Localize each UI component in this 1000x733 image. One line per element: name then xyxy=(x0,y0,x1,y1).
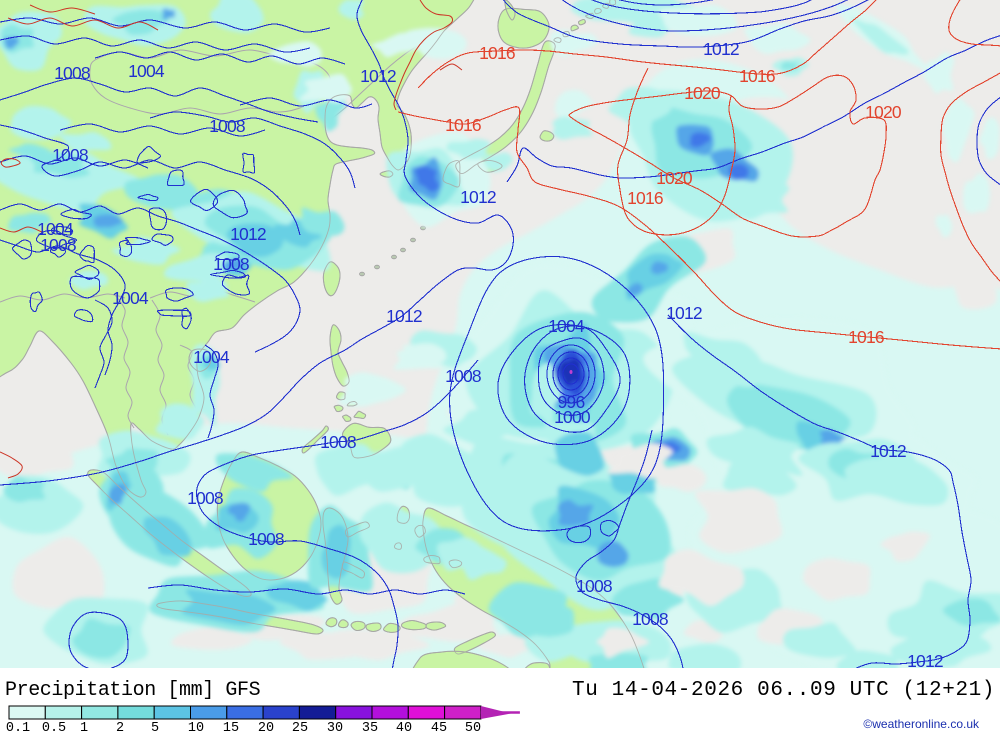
svg-text:25: 25 xyxy=(292,721,308,733)
svg-text:50: 50 xyxy=(465,721,481,733)
svg-text:1008: 1008 xyxy=(40,235,76,255)
svg-text:2: 2 xyxy=(116,721,124,733)
svg-text:45: 45 xyxy=(431,721,447,733)
svg-text:1020: 1020 xyxy=(684,83,721,103)
svg-text:1008: 1008 xyxy=(576,576,612,596)
svg-text:1008: 1008 xyxy=(187,488,223,508)
svg-text:15: 15 xyxy=(223,721,239,733)
svg-text:1012: 1012 xyxy=(907,651,943,671)
svg-text:Tu 14-04-2026 06..09 UTC (12+2: Tu 14-04-2026 06..09 UTC (12+21) xyxy=(572,679,995,702)
svg-text:1016: 1016 xyxy=(627,188,663,208)
svg-text:996: 996 xyxy=(558,392,585,412)
svg-text:1012: 1012 xyxy=(703,39,739,59)
svg-text:1016: 1016 xyxy=(445,115,481,135)
svg-text:1020: 1020 xyxy=(656,168,693,188)
svg-text:5: 5 xyxy=(151,721,159,733)
svg-text:0.5: 0.5 xyxy=(42,721,66,733)
svg-text:1012: 1012 xyxy=(666,303,702,323)
svg-text:1008: 1008 xyxy=(209,116,245,136)
svg-text:1012: 1012 xyxy=(230,224,266,244)
svg-text:1012: 1012 xyxy=(386,306,422,326)
svg-text:1012: 1012 xyxy=(360,66,396,86)
svg-text:1016: 1016 xyxy=(739,66,775,86)
svg-text:1008: 1008 xyxy=(54,63,90,83)
svg-text:10: 10 xyxy=(188,721,204,733)
svg-text:1016: 1016 xyxy=(479,43,515,63)
svg-text:Precipitation [mm] GFS: Precipitation [mm] GFS xyxy=(5,679,261,702)
svg-text:1012: 1012 xyxy=(460,187,496,207)
svg-text:1008: 1008 xyxy=(213,254,249,274)
svg-text:1004: 1004 xyxy=(548,316,585,336)
svg-text:40: 40 xyxy=(396,721,412,733)
svg-text:1008: 1008 xyxy=(52,145,88,165)
svg-text:1008: 1008 xyxy=(320,432,356,452)
svg-text:1008: 1008 xyxy=(248,529,284,549)
svg-text:30: 30 xyxy=(327,721,343,733)
svg-text:20: 20 xyxy=(258,721,274,733)
svg-text:1004: 1004 xyxy=(128,61,165,81)
svg-text:1008: 1008 xyxy=(632,609,668,629)
svg-text:©weatheronline.co.uk: ©weatheronline.co.uk xyxy=(863,717,980,731)
svg-text:1012: 1012 xyxy=(870,441,906,461)
svg-text:1020: 1020 xyxy=(865,102,902,122)
svg-text:1004: 1004 xyxy=(37,219,74,239)
svg-text:1004: 1004 xyxy=(193,347,230,367)
svg-text:1016: 1016 xyxy=(848,327,884,347)
svg-text:1: 1 xyxy=(80,721,88,733)
svg-text:1008: 1008 xyxy=(445,366,481,386)
svg-text:0.1: 0.1 xyxy=(6,721,30,733)
svg-text:35: 35 xyxy=(362,721,378,733)
svg-text:1004: 1004 xyxy=(112,288,149,308)
svg-text:1000: 1000 xyxy=(554,407,591,427)
